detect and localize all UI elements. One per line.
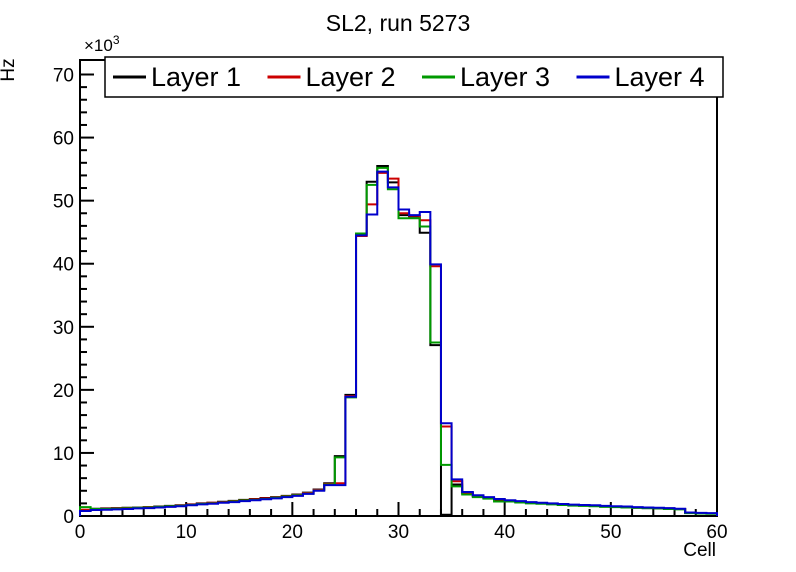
y-axis-multiplier-base: ×10: [84, 36, 113, 55]
legend-label-layer3: Layer 3: [460, 62, 550, 92]
y-tick-label: 60: [53, 129, 74, 150]
y-tick-label: 20: [53, 381, 74, 402]
y-tick-label: 40: [53, 255, 74, 276]
y-tick-label: 30: [53, 318, 74, 339]
x-tick-label: 40: [494, 522, 515, 543]
x-tick-label: 20: [282, 522, 303, 543]
page-title: SL2, run 5273: [326, 10, 471, 36]
axis-ticks: [79, 73, 718, 517]
x-tick-label: 60: [706, 522, 727, 543]
y-axis-multiplier: ×103: [84, 33, 120, 55]
x-tick-label: 30: [388, 522, 409, 543]
legend-box: [104, 56, 724, 98]
y-tick-label: 10: [53, 444, 74, 465]
series-layer-2: [79, 171, 718, 516]
y-axis-multiplier-exponent: 3: [113, 33, 120, 47]
axis-tick-labels: 0 10 20 30 40 50 60 0 10 20 30 40 50 60 70: [53, 66, 728, 543]
series-layer-3: [79, 166, 718, 516]
legend: Layer 1 Layer 2 Layer 3 Layer 4: [104, 56, 724, 98]
x-tick-label: 0: [75, 522, 86, 543]
x-tick-label: 50: [600, 522, 621, 543]
x-tick-label: 10: [176, 522, 197, 543]
y-tick-label: 0: [63, 507, 74, 528]
legend-label-layer4: Layer 4: [615, 62, 705, 92]
histogram-series: [79, 164, 718, 516]
y-axis-label: Hz: [0, 58, 19, 81]
legend-label-layer1: Layer 1: [151, 62, 241, 92]
series-layer-4: [79, 170, 718, 516]
y-tick-label: 70: [53, 66, 74, 87]
x-axis-label: Cell: [683, 540, 716, 561]
y-tick-label: 50: [53, 192, 74, 213]
plot-frame: [79, 59, 718, 517]
legend-label-layer2: Layer 2: [306, 62, 396, 92]
